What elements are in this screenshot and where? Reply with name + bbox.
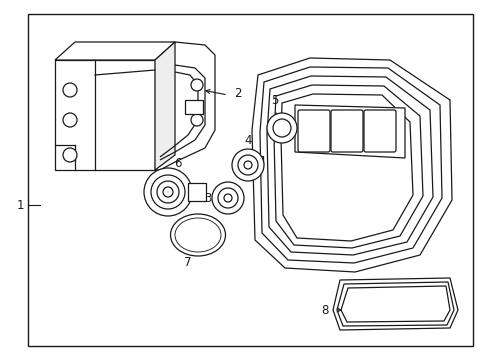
Text: 2: 2 (234, 86, 241, 99)
Polygon shape (251, 58, 451, 272)
Bar (295, 121, 315, 135)
Polygon shape (55, 60, 155, 170)
Circle shape (244, 161, 251, 169)
Polygon shape (55, 42, 175, 60)
Circle shape (191, 79, 203, 91)
Bar (187, 183, 205, 201)
Text: 3: 3 (204, 192, 211, 204)
Circle shape (63, 148, 77, 162)
FancyBboxPatch shape (363, 110, 395, 152)
Circle shape (191, 114, 203, 126)
Polygon shape (332, 278, 457, 330)
Bar (235, 156, 263, 165)
Text: 6: 6 (174, 157, 182, 170)
FancyBboxPatch shape (330, 110, 362, 152)
Circle shape (212, 182, 244, 214)
Circle shape (231, 149, 264, 181)
Circle shape (151, 175, 184, 209)
Circle shape (63, 83, 77, 97)
Circle shape (224, 194, 231, 202)
Text: 1: 1 (16, 198, 24, 212)
Ellipse shape (170, 214, 225, 256)
Text: 8: 8 (321, 303, 328, 316)
Circle shape (157, 181, 179, 203)
Text: 7: 7 (184, 256, 191, 270)
FancyBboxPatch shape (297, 110, 329, 152)
Circle shape (238, 155, 258, 175)
Circle shape (163, 187, 173, 197)
Text: 4: 4 (244, 134, 251, 147)
Circle shape (63, 113, 77, 127)
Circle shape (143, 168, 192, 216)
Circle shape (266, 113, 296, 143)
Circle shape (218, 188, 238, 208)
Bar (184, 100, 203, 114)
Polygon shape (155, 42, 215, 170)
Ellipse shape (175, 218, 221, 252)
Circle shape (272, 119, 290, 137)
Polygon shape (294, 105, 404, 158)
Polygon shape (155, 42, 175, 170)
Text: 5: 5 (271, 94, 278, 107)
